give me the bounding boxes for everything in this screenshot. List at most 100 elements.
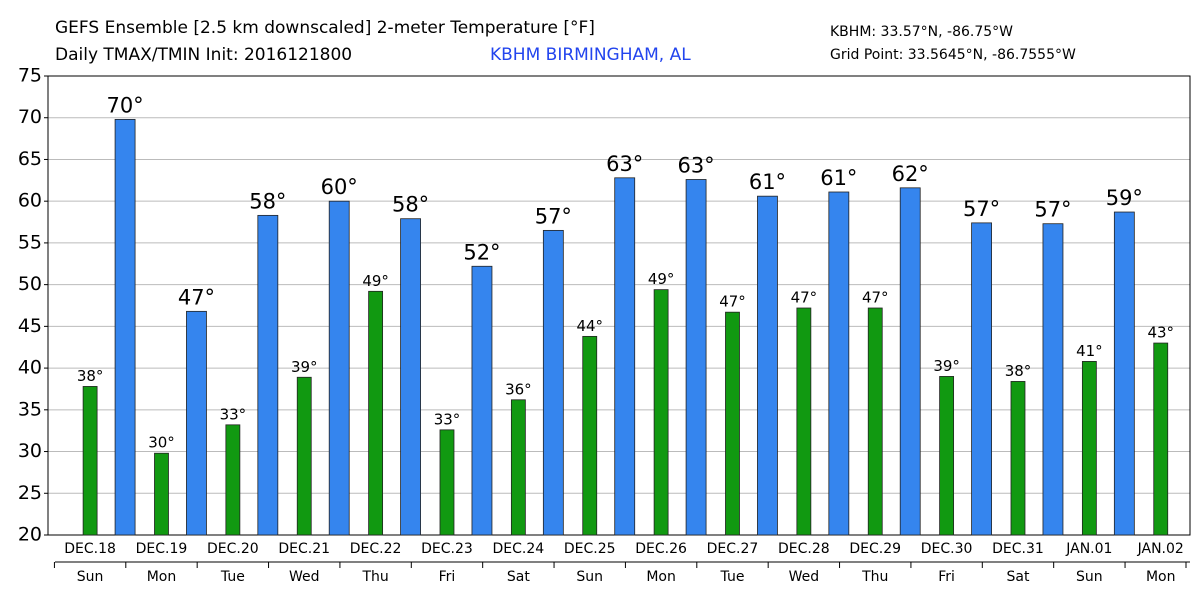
x-tick-label: DEC.25 xyxy=(564,541,616,557)
data-label: 47° xyxy=(719,293,746,311)
weekday-label: Mon xyxy=(646,569,676,585)
data-label: 49° xyxy=(362,272,389,290)
x-tick-label: JAN.01 xyxy=(1065,541,1112,557)
data-label: 36° xyxy=(505,380,532,398)
y-tick-label: 30 xyxy=(18,440,42,462)
data-label: 30° xyxy=(148,434,175,452)
data-label: 39° xyxy=(291,358,318,376)
bar xyxy=(828,191,850,536)
x-tick-label: JAN.02 xyxy=(1137,541,1184,557)
data-label: 43° xyxy=(1147,324,1174,342)
data-label: 47° xyxy=(862,289,889,307)
weekday-label: Wed xyxy=(289,569,320,585)
x-tick-label: DEC.21 xyxy=(278,541,330,557)
bar xyxy=(1153,342,1169,536)
y-tick-label: 75 xyxy=(18,65,42,87)
weekday-label: Sat xyxy=(507,569,530,585)
weekday-label: Sat xyxy=(1007,569,1030,585)
x-tick-label: DEC.18 xyxy=(64,541,116,557)
bar xyxy=(1010,381,1026,536)
data-label: 58° xyxy=(249,189,286,213)
bar xyxy=(296,376,312,536)
data-label: 61° xyxy=(749,170,786,194)
data-label: 61° xyxy=(820,166,857,190)
station-name: KBHM BIRMINGHAM, AL xyxy=(490,45,691,65)
x-tick-label: DEC.26 xyxy=(635,541,687,557)
bar xyxy=(725,311,740,536)
bar xyxy=(614,177,636,536)
data-label: 59° xyxy=(1106,186,1143,210)
x-tick-label: DEC.20 xyxy=(207,541,259,557)
bar xyxy=(971,222,992,536)
data-label: 57° xyxy=(535,204,572,228)
data-label: 39° xyxy=(933,357,960,375)
weekday-label: Mon xyxy=(1146,569,1176,585)
y-tick-label: 55 xyxy=(18,231,42,253)
bar xyxy=(186,310,207,536)
weekday-label: Mon xyxy=(147,569,177,585)
x-tick-label: DEC.27 xyxy=(707,541,759,557)
bar xyxy=(257,214,279,536)
data-label: 63° xyxy=(606,152,643,176)
bar xyxy=(328,200,350,536)
weekday-label: Sun xyxy=(77,569,104,585)
data-label: 33° xyxy=(434,410,461,428)
grid-point: Grid Point: 33.5645°N, -86.7555°W xyxy=(830,47,1076,63)
bar xyxy=(368,290,384,536)
data-label: 38° xyxy=(1005,362,1032,380)
y-tick-label: 60 xyxy=(18,190,42,212)
weekday-label: Sun xyxy=(1076,569,1103,585)
weekday-label: Fri xyxy=(439,569,456,585)
chart-title: GEFS Ensemble [2.5 km downscaled] 2-mete… xyxy=(55,18,595,38)
y-tick-label: 50 xyxy=(18,273,42,295)
bar xyxy=(1081,361,1097,536)
station-coords: KBHM: 33.57°N, -86.75°W xyxy=(830,24,1013,40)
data-label: 70° xyxy=(106,93,143,117)
x-tick-label: DEC.29 xyxy=(849,541,901,557)
y-tick-label: 70 xyxy=(18,106,42,128)
x-tick-label: DEC.19 xyxy=(136,541,188,557)
x-tick-label: DEC.24 xyxy=(493,541,545,557)
data-label: 62° xyxy=(892,162,929,186)
bar xyxy=(899,187,921,536)
data-label: 41° xyxy=(1076,342,1103,360)
weekday-label: Tue xyxy=(720,569,745,585)
bar xyxy=(582,335,598,536)
bar xyxy=(939,376,955,536)
data-label: 60° xyxy=(321,175,358,199)
data-label: 57° xyxy=(1034,198,1071,222)
bar xyxy=(653,289,669,536)
weekday-label: Tue xyxy=(220,569,245,585)
data-label: 49° xyxy=(648,270,675,288)
bar xyxy=(757,195,778,536)
bar xyxy=(542,229,564,536)
bar xyxy=(510,399,526,536)
data-label: 57° xyxy=(963,197,1000,221)
bar xyxy=(154,452,169,536)
x-tick-label: DEC.30 xyxy=(921,541,973,557)
weekday-label: Thu xyxy=(861,569,888,585)
data-label: 58° xyxy=(392,193,429,217)
chart-subtitle: Daily TMAX/TMIN Init: 2016121800 xyxy=(55,45,352,65)
y-tick-label: 65 xyxy=(18,148,42,170)
data-label: 44° xyxy=(576,317,603,335)
bar xyxy=(1113,211,1135,536)
weekday-label: Wed xyxy=(789,569,820,585)
y-tick-label: 45 xyxy=(18,315,42,337)
weekday-label: Thu xyxy=(361,569,388,585)
y-tick-label: 25 xyxy=(18,482,42,504)
data-label: 38° xyxy=(77,367,104,385)
data-label: 47° xyxy=(178,285,215,309)
bar xyxy=(225,424,241,536)
x-tick-label: DEC.23 xyxy=(421,541,473,557)
y-tick-label: 35 xyxy=(18,398,42,420)
bar xyxy=(439,429,455,536)
x-tick-label: DEC.22 xyxy=(350,541,402,557)
weekday-label: Sun xyxy=(576,569,603,585)
bar xyxy=(82,386,98,536)
x-tick-label: DEC.28 xyxy=(778,541,830,557)
data-label: 47° xyxy=(791,289,818,307)
bar xyxy=(1042,223,1064,536)
x-tick-label: DEC.31 xyxy=(992,541,1044,557)
